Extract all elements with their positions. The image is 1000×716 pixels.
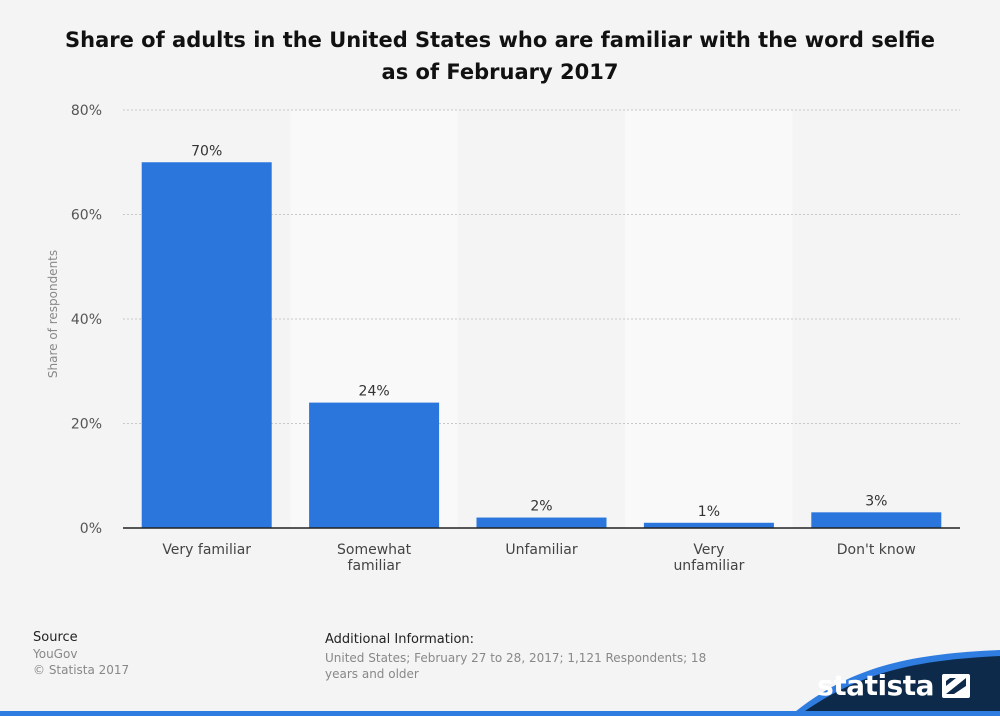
- brand-name: statista: [817, 669, 934, 702]
- chart-title: Share of adults in the United States who…: [65, 28, 935, 84]
- x-tick-label: Don't know: [837, 542, 916, 558]
- source-block: Source YouGov © Statista 2017: [33, 630, 129, 678]
- y-tick-label: 80%: [71, 103, 102, 119]
- bar-don-t-know: [811, 512, 942, 528]
- brand-banner: [790, 650, 1000, 716]
- data-label: 70%: [191, 143, 222, 159]
- additional-info-heading: Additional Information:: [325, 632, 475, 647]
- x-tick-label: Very familiar: [162, 542, 251, 558]
- bar-very-unfamiliar: [643, 522, 774, 528]
- bar-chart: 0% 20% 40% 60% 80% Share of respondents 70% 24%…: [46, 103, 960, 574]
- y-tick-label: 60%: [71, 208, 102, 224]
- bar-very-familiar: [141, 162, 272, 528]
- data-label: 2%: [530, 499, 552, 515]
- copyright: © Statista 2017: [33, 663, 130, 677]
- data-label: 1%: [698, 504, 720, 520]
- y-axis-label: Share of respondents: [46, 250, 60, 378]
- bar-somewhat-familiar: [309, 402, 440, 528]
- data-label: 3%: [865, 493, 887, 509]
- bar-unfamiliar: [476, 517, 607, 528]
- y-tick-label: 0%: [80, 521, 102, 537]
- data-label: 24%: [359, 384, 390, 400]
- y-tick-label: 40%: [71, 312, 102, 328]
- bottom-accent-line: [0, 711, 1000, 716]
- additional-info-text: United States; February 27 to 28, 2017; …: [325, 651, 707, 681]
- statista-logo[interactable]: statista: [817, 669, 970, 702]
- additional-info-block: Additional Information: United States; F…: [325, 632, 725, 682]
- source-heading: Source: [33, 630, 78, 645]
- source-name[interactable]: YouGov: [33, 647, 78, 661]
- category-band: [457, 110, 626, 528]
- x-tick-label: Unfamiliar: [505, 542, 578, 558]
- x-tick-label: Very unfamiliar: [673, 542, 744, 574]
- x-tick-label: Somewhat familiar: [337, 542, 412, 574]
- y-tick-label: 20%: [71, 417, 102, 433]
- statista-logo-icon: [942, 673, 970, 698]
